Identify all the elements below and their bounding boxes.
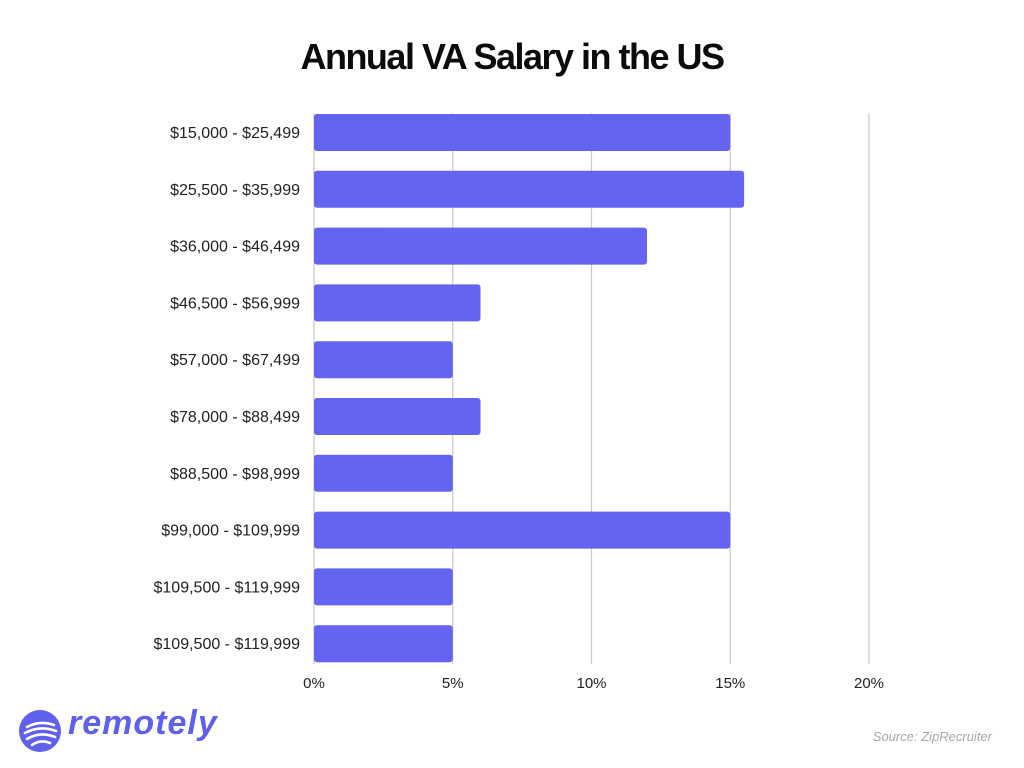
category-label: $25,500 - $35,999 (170, 182, 300, 199)
category-label: $15,000 - $25,499 (170, 125, 300, 142)
bar (314, 114, 731, 151)
category-label: $109,500 - $119,999 (154, 636, 301, 653)
category-label: $78,000 - $88,499 (170, 409, 300, 426)
bar (314, 284, 481, 322)
bar (314, 398, 481, 435)
bars (314, 114, 745, 663)
category-label: $36,000 - $46,499 (170, 239, 300, 256)
globe-icon (19, 710, 61, 752)
category-label: $88,500 - $98,999 (170, 466, 300, 483)
x-tick-label: 20% (854, 675, 884, 692)
x-tick-label: 5% (442, 675, 464, 692)
category-label: $99,000 - $109,999 (161, 523, 300, 540)
brand-name: remotely (68, 704, 218, 742)
bar (314, 511, 731, 549)
category-label: $46,500 - $56,999 (170, 295, 300, 312)
x-tick-labels: 0% 5% 10% 15% 20% (303, 675, 884, 692)
x-tick-label: 10% (576, 675, 606, 692)
source-note: Source: ZipRecruiter (872, 729, 992, 744)
x-tick-label: 15% (715, 675, 745, 692)
category-label: $57,000 - $67,499 (170, 352, 300, 369)
x-tick-label: 0% (303, 675, 325, 692)
bar-chart: $15,000 - $25,499 $25,500 - $35,999 $36,00… (154, 113, 884, 692)
category-labels: $15,000 - $25,499 $25,500 - $35,999 $36,00… (154, 125, 301, 653)
bar (314, 227, 647, 265)
chart-title: Annual VA Salary in the US (300, 36, 725, 77)
bar (314, 341, 453, 379)
remotely-logo (19, 710, 61, 752)
category-label: $109,500 - $119,999 (154, 579, 301, 596)
bar (314, 625, 453, 663)
bar (314, 454, 453, 492)
bar (314, 170, 745, 208)
bar (314, 568, 453, 606)
